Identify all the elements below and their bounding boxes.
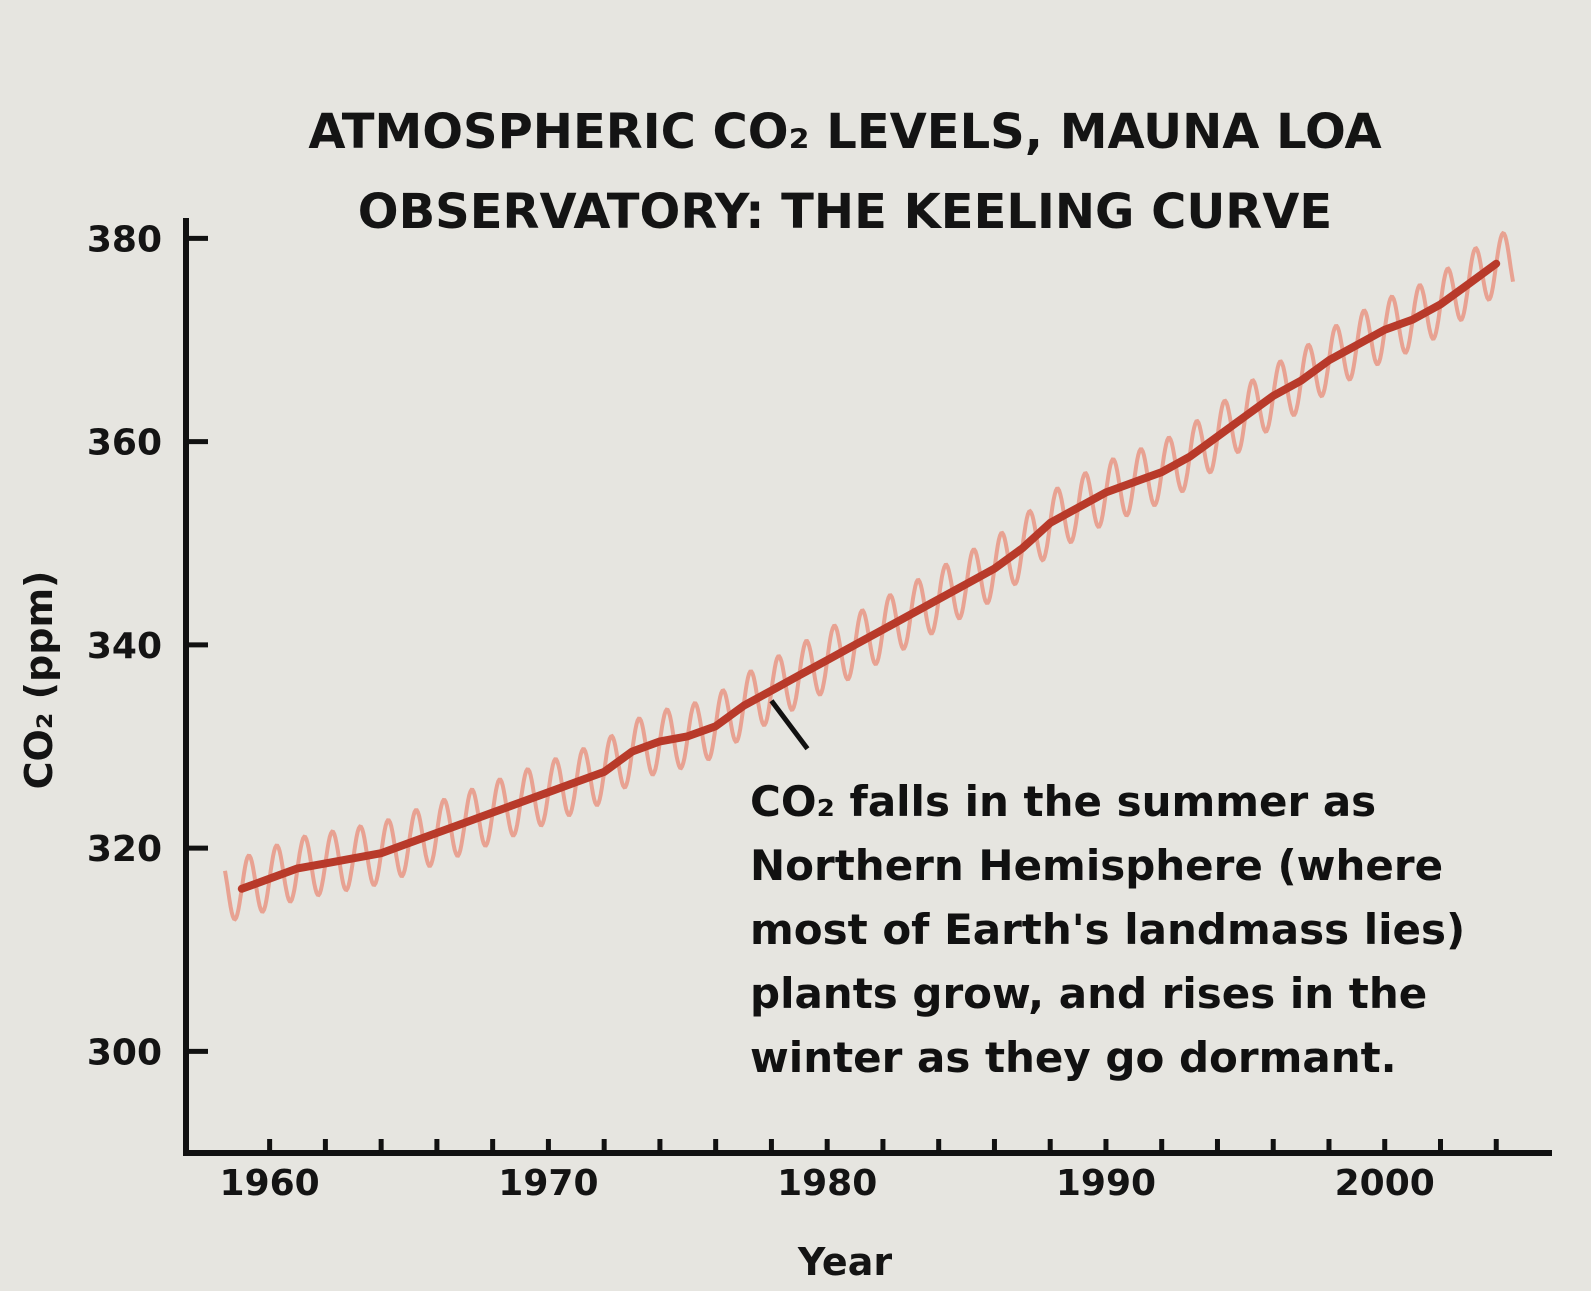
annotation: CO₂ falls in the summer as Northern Hemi… — [750, 699, 1465, 1082]
y-tick-label-320: 320 — [87, 829, 162, 870]
y-tick-label-300: 300 — [87, 1032, 162, 1073]
annotation-text-line-3: most of Earth's landmass lies) — [750, 905, 1465, 954]
y-tick-label-340: 340 — [87, 626, 162, 667]
chart-title-line-1: ATMOSPHERIC CO₂ LEVELS, MAUNA LOA — [308, 104, 1381, 160]
annotation-text-line-5: winter as they go dormant. — [750, 1033, 1397, 1082]
annotation-leader-line — [769, 699, 810, 751]
chart-title-line-2: OBSERVATORY: THE KEELING CURVE — [358, 184, 1332, 240]
annotation-text-line-4: plants grow, and rises in the — [750, 969, 1427, 1018]
plot-area — [223, 230, 1515, 922]
x-tick-label-1970: 1970 — [498, 1163, 598, 1204]
x-tick-label-1980: 1980 — [777, 1163, 877, 1204]
annotation-text-line-1: CO₂ falls in the summer as — [750, 777, 1376, 826]
x-tick-label-1960: 1960 — [220, 1163, 320, 1204]
x-tick-label-1990: 1990 — [1056, 1163, 1156, 1204]
y-tick-label-380: 380 — [87, 219, 162, 260]
trend-line — [237, 259, 1501, 893]
x-tick-label-2000: 2000 — [1335, 1163, 1435, 1204]
y-axis-label: CO₂ (ppm) — [17, 571, 61, 790]
y-tick-label-360: 360 — [87, 423, 162, 464]
x-axis-label: Year — [797, 1240, 892, 1284]
annotation-text-line-2: Northern Hemisphere (where — [750, 841, 1443, 890]
